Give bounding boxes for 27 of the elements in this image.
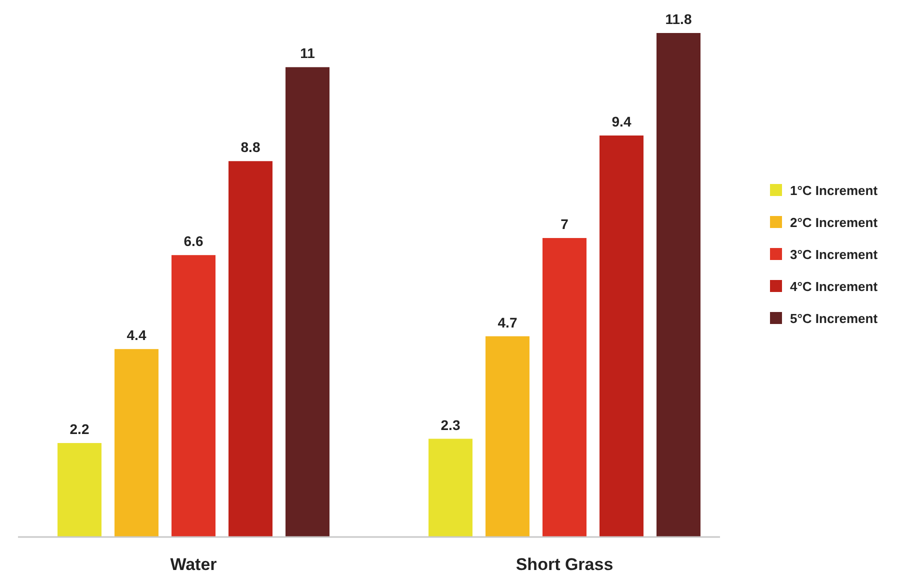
bar [428, 438, 472, 537]
bar [542, 238, 586, 537]
data-label: 2.3 [440, 416, 460, 433]
data-label: 6.6 [184, 233, 204, 250]
bar [656, 33, 700, 537]
bar [600, 136, 644, 537]
bar [486, 336, 530, 537]
legend-label: 4°C Increment [790, 279, 878, 294]
data-label: 11.8 [665, 11, 692, 27]
legend-label: 5°C Increment [790, 311, 878, 326]
data-label: 8.8 [240, 139, 260, 156]
legend-label: 2°C Increment [790, 215, 878, 230]
data-label: 11 [300, 45, 316, 62]
bar [286, 67, 330, 537]
data-label: 9.4 [612, 114, 632, 130]
data-label: 7 [560, 216, 569, 232]
data-label: 4.7 [498, 314, 518, 330]
x-tick-label: Water [170, 555, 218, 574]
data-label: 4.4 [126, 327, 146, 344]
bar [228, 161, 272, 537]
bar [58, 443, 102, 537]
legend-label: 3°C Increment [790, 247, 878, 262]
bar [172, 255, 216, 537]
x-tick-label: Short Grass [516, 555, 614, 574]
legend-label: 1°C Increment [790, 183, 878, 198]
data-label: 2.2 [70, 421, 90, 438]
bar [114, 349, 158, 537]
